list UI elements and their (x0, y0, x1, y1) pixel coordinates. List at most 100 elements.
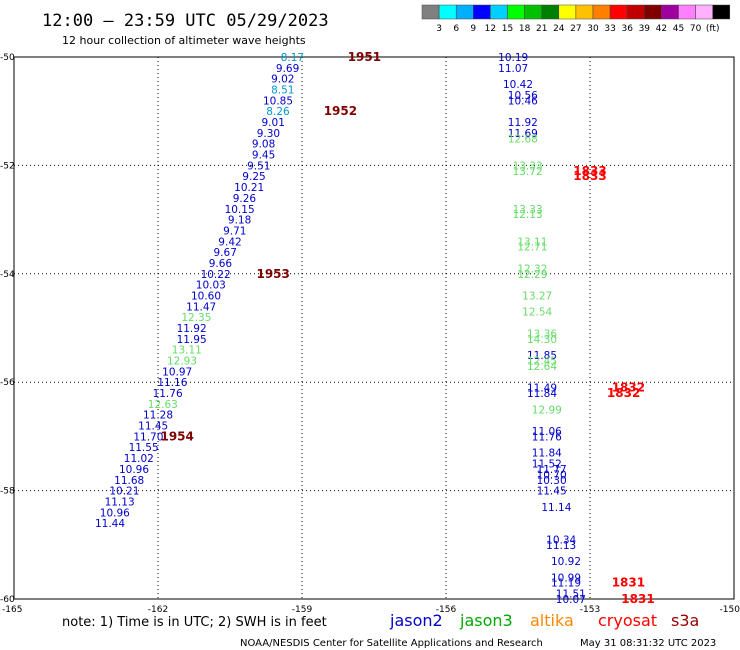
legend-value-label: 21 (536, 24, 547, 34)
data-point-label: 11.45 (138, 421, 168, 433)
data-point-label: 9.67 (214, 247, 237, 259)
credit-timestamp: May 31 08:31:32 UTC 2023 (580, 638, 716, 649)
data-point-label: 9.08 (252, 139, 275, 151)
data-point-label: 8.17 (281, 52, 304, 64)
data-point-label: 10.07 (556, 594, 586, 606)
legend-color-swatch (661, 4, 679, 20)
data-point-label: 12.32 (517, 263, 547, 275)
data-point-label: 11.68 (114, 475, 144, 487)
data-point-label: 9.18 (228, 215, 251, 227)
x-tick-label: -159 (292, 605, 313, 615)
legend-value-label: 3 (436, 24, 442, 34)
data-point-label: 11.44 (95, 518, 125, 530)
y-tick-label: -60 (0, 595, 15, 605)
data-point-label: 10.19 (498, 52, 528, 64)
legend-value-label: (ft) (706, 24, 720, 34)
x-tick-label: -156 (436, 605, 457, 615)
data-point-label: 12.35 (181, 312, 211, 324)
data-point-label: 11.55 (129, 442, 159, 454)
pass-number-label: 1954 (160, 429, 193, 443)
legend-value-label: 33 (604, 24, 615, 34)
data-point-label: 13.72 (513, 166, 543, 178)
data-point-label: 11.13 (546, 540, 576, 552)
data-point-label: 10.42 (503, 79, 533, 91)
data-point-label: 10.22 (201, 269, 231, 281)
data-point-label: 12.45 (527, 356, 557, 368)
legend-color-swatch (575, 4, 594, 20)
data-point-label: 10.96 (119, 464, 149, 476)
data-point-label: 11.16 (157, 377, 187, 389)
x-tick-label: -162 (148, 605, 168, 615)
legend-value-label: 6 (453, 24, 459, 34)
data-point-label: 9.26 (233, 193, 257, 205)
footer-note: note: 1) Time is in UTC; 2) SWH is in fe… (62, 615, 327, 630)
data-point-label: 11.92 (508, 117, 538, 129)
data-point-label: 11.85 (527, 350, 557, 362)
legend-color-swatch (678, 4, 696, 20)
grid-lines (14, 57, 734, 599)
data-point-label: 13.27 (522, 290, 552, 302)
legend-color-swatch (438, 4, 457, 20)
data-point-label: 12.99 (532, 404, 562, 416)
data-point-label: 13.33 (513, 160, 543, 172)
data-point-label: 11.14 (541, 502, 571, 514)
data-point-label: 8.51 (271, 85, 294, 97)
data-point-label: 11.70 (133, 431, 163, 443)
pass-number-label: 1953 (256, 267, 289, 281)
legend-value-label: 9 (470, 24, 476, 34)
data-point-label: 10.30 (537, 475, 567, 487)
data-point-label: 11.07 (498, 63, 528, 75)
pass-number-label: 1833 (573, 169, 606, 183)
data-point-label: 9.51 (247, 160, 270, 172)
data-point-label: 10.34 (546, 534, 576, 546)
data-point-label: 10.21 (109, 486, 139, 498)
legend-color-swatch (644, 4, 662, 20)
data-point-label: 11.52 (532, 459, 562, 471)
data-point-label: 11.28 (143, 410, 173, 422)
data-point-label: 11.77 (537, 464, 567, 476)
satellite-legend: jason2 jason3 altika cryosat s3a (389, 611, 699, 630)
satellite-name: jason3 (459, 611, 513, 630)
y-tick-label: -56 (0, 378, 15, 388)
data-point-label: 10.70 (537, 469, 567, 481)
legend-color-swatch (626, 4, 645, 20)
data-point-label: 11.13 (105, 496, 135, 508)
data-point-label: 11.02 (124, 453, 154, 465)
data-point-label: 12.71 (517, 242, 547, 254)
data-point-label: 11.51 (556, 589, 586, 601)
credit-source: NOAA/NESDIS Center for Satellite Applica… (240, 638, 543, 649)
data-point-label: 10.60 (191, 290, 221, 302)
satellite-name: altika (530, 611, 574, 630)
x-tick-label: -165 (2, 605, 22, 615)
legend-value-label: 15 (502, 24, 513, 34)
data-point-label: 9.45 (252, 150, 275, 162)
data-point-label: 12.13 (513, 209, 543, 221)
legend-color-swatch (473, 4, 491, 20)
data-point-label: 10.03 (196, 280, 226, 292)
plot-area (13, 56, 735, 600)
legend-color-swatch (609, 4, 628, 20)
satellite-name: s3a (671, 611, 699, 630)
data-point-label: 13.11 (172, 345, 202, 357)
y-tick-label: -50 (0, 53, 15, 63)
pass-number-label: 1832 (612, 381, 645, 395)
legend-color-swatch (455, 4, 474, 20)
pass-number-label: 1831 (621, 592, 654, 606)
legend-color-swatch (507, 4, 525, 20)
data-point-label: 11.95 (177, 334, 207, 346)
data-point-label: 10.15 (225, 204, 255, 216)
pass-number-label: 1833 (573, 164, 606, 178)
chart-subtitle: 12 hour collection of altimeter wave hei… (62, 34, 306, 47)
y-tick-label: -58 (0, 487, 15, 497)
data-point-label: 11.06 (532, 426, 562, 438)
data-point-label: 12.63 (148, 399, 178, 411)
data-point-label: 12.29 (517, 269, 547, 281)
legend-color-swatch (490, 4, 508, 20)
data-point-label: 11.76 (532, 431, 562, 443)
data-point-label: 12.54 (522, 307, 552, 319)
pass-number-label: 1952 (324, 104, 357, 118)
data-point-label: 10.21 (234, 182, 264, 194)
legend-value-label: 42 (656, 24, 667, 34)
legend-value-label: 39 (639, 24, 651, 34)
